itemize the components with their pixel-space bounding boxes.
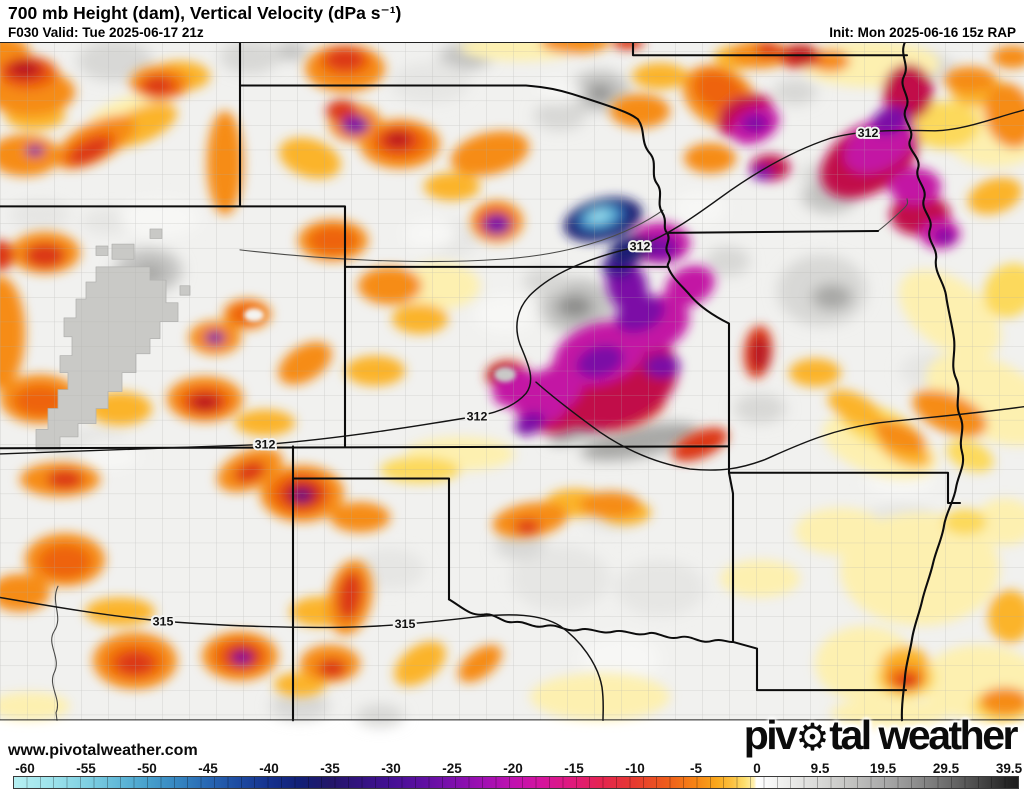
state-border-line: [631, 41, 909, 57]
contour-label: 312: [255, 438, 276, 452]
state-border-line: [0, 41, 347, 448]
colorbar-tick--5: -5: [690, 761, 703, 776]
height-contour-line: [535, 381, 1024, 471]
colorbar: [13, 776, 1019, 789]
contour-label: 312: [630, 240, 651, 254]
colorbar-tick--15: -15: [564, 761, 584, 776]
river-line: [51, 585, 59, 721]
colorbar-tick--55: -55: [76, 761, 96, 776]
state-border-line: [291, 445, 451, 722]
state-border-line: [447, 598, 735, 644]
logo-text-pre: piv: [743, 712, 798, 758]
colorbar-tick-39.5: 39.5: [995, 761, 1023, 776]
river-line: [239, 209, 664, 263]
colorbar-tick--40: -40: [259, 761, 279, 776]
state-border-line: [900, 41, 965, 722]
colorbar-tick-19.5: 19.5: [869, 761, 897, 776]
colorbar-tick--35: -35: [320, 761, 340, 776]
contour-label: 312: [467, 410, 488, 424]
map-title: 700 mb Height (dam), Vertical Velocity (…: [8, 3, 402, 23]
header-bar: 700 mb Height (dam), Vertical Velocity (…: [0, 0, 1024, 42]
height-contour-labels: 312 312 312 312 315 315: [151, 124, 881, 633]
pivotal-weather-logo: piv⚙tal weather: [743, 712, 1019, 759]
colorbar-tick-29.5: 29.5: [932, 761, 960, 776]
colorbar-tick--20: -20: [503, 761, 523, 776]
gear-icon: ⚙: [795, 716, 830, 758]
contour-label: 315: [153, 615, 174, 629]
river-line: [877, 198, 909, 232]
state-border-line: [238, 84, 640, 121]
height-contours: [0, 109, 1024, 722]
colorbar-tick--60: -60: [15, 761, 35, 776]
weather-map: 312 312 312 312 315 315: [0, 30, 1024, 760]
colorbar-tick--45: -45: [198, 761, 218, 776]
height-contour-line: [0, 109, 1024, 455]
colorbar-tick--10: -10: [625, 761, 645, 776]
logo-text-post: tal weather: [829, 712, 1018, 758]
state-borders: [0, 41, 965, 722]
colorbar-tick--30: -30: [381, 761, 401, 776]
county-grid-overlay: [0, 42, 1024, 721]
colorbar-tick-0: 0: [753, 761, 761, 776]
forecast-valid-time: F030 Valid: Tue 2025-06-17 21z: [8, 25, 204, 40]
height-contour-line: [0, 596, 604, 722]
rivers: [51, 198, 909, 721]
colorbar-tick--50: -50: [137, 761, 157, 776]
colorbar-tick--25: -25: [442, 761, 462, 776]
colorbar-cell-dividers: [14, 777, 1018, 788]
contour-label: 315: [395, 618, 416, 632]
weather-map-canvas: 312 312 312 312 315 315: [0, 30, 1024, 727]
watermark-url: www.pivotalweather.com: [8, 742, 198, 759]
colorbar-tick-9.5: 9.5: [810, 761, 830, 776]
state-border-line: [665, 229, 880, 234]
colorbar-panel: -60 -55 -50 -45 -40 -35 -30 -25 -20 -15 -10 -5 0 9.5 1…: [0, 760, 1024, 791]
state-border-line: [0, 445, 731, 450]
state-border-line: [636, 118, 908, 692]
model-init-time: Init: Mon 2025-06-16 15z RAP: [829, 25, 1016, 40]
contour-label: 312: [858, 126, 879, 140]
state-border-line: [728, 471, 962, 505]
